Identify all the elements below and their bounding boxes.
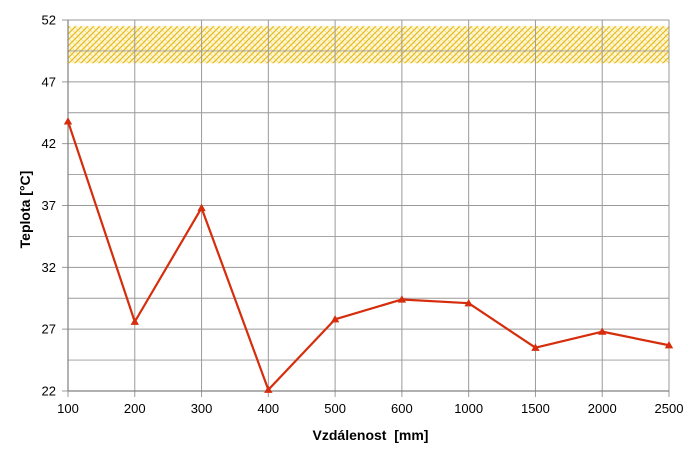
data-point-marker: [264, 385, 273, 393]
y-axis-title: Teplota [°C]: [17, 171, 33, 249]
y-tick-label: 27: [42, 322, 56, 337]
data-point-marker: [464, 298, 473, 307]
y-tick-label: 22: [42, 384, 56, 399]
series-layer: [63, 117, 674, 393]
reference-band: [68, 26, 669, 64]
x-tick-label: 2500: [655, 401, 684, 416]
y-tick-label: 32: [42, 260, 56, 275]
x-axis-ticks: 100 200 300 400 500 600 1000 1500 2000 2500: [57, 401, 683, 416]
data-point-marker: [130, 317, 139, 325]
hatched-band: [68, 26, 669, 64]
y-tick-label: 37: [42, 198, 56, 213]
x-tick-label: 300: [191, 401, 213, 416]
y-axis-ticks: 22 27 32 37 42 47 52: [42, 13, 56, 399]
x-tick-label: 1000: [454, 401, 483, 416]
y-tick-label: 42: [42, 136, 56, 151]
data-point-marker: [197, 203, 206, 212]
x-tick-label: 200: [124, 401, 146, 416]
data-point-marker: [664, 341, 674, 349]
x-tick-label: 400: [257, 401, 279, 416]
x-tick-label: 600: [391, 401, 413, 416]
x-tick-label: 1500: [521, 401, 550, 416]
data-point-marker: [330, 315, 340, 323]
x-tick-label: 100: [57, 401, 79, 416]
x-axis-title: Vzdálenost [mm]: [313, 427, 429, 443]
grid: [62, 19, 670, 397]
data-point-marker: [63, 117, 73, 125]
data-point-marker: [598, 327, 607, 335]
data-point-marker: [397, 295, 407, 303]
y-tick-label: 52: [42, 13, 56, 28]
data-point-marker: [531, 343, 540, 351]
y-tick-label: 47: [42, 74, 56, 89]
x-tick-label: 500: [324, 401, 346, 416]
series-line: [66, 121, 670, 391]
x-tick-label: 2000: [588, 401, 617, 416]
